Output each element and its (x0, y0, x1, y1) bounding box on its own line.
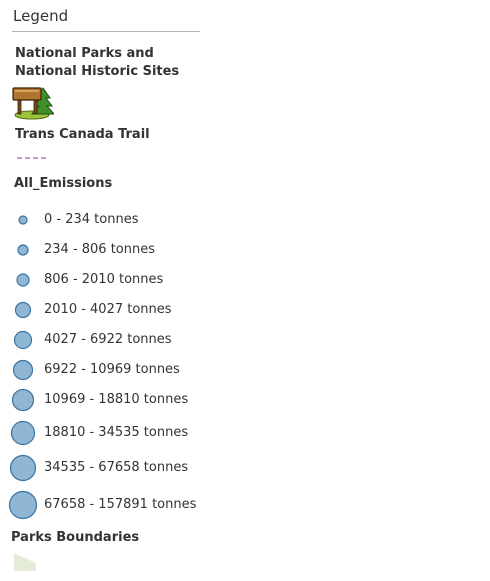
emissions-circle-symbol (8, 385, 38, 415)
emissions-class-row: 6922 - 10969 tonnes (0, 355, 300, 385)
emissions-class-label: 34535 - 67658 tonnes (44, 460, 188, 475)
emissions-class-row: 806 - 2010 tonnes (0, 265, 300, 295)
emissions-class-row: 0 - 234 tonnes (0, 205, 300, 235)
emissions-class-label: 18810 - 34535 tonnes (44, 425, 188, 440)
emissions-class-row: 34535 - 67658 tonnes (0, 453, 300, 483)
emissions-circle-symbol (8, 418, 38, 448)
emissions-circle-symbol (8, 490, 38, 520)
emissions-class-row: 2010 - 4027 tonnes (0, 295, 300, 325)
emissions-class-label: 67658 - 157891 tonnes (44, 497, 196, 512)
emissions-class-label: 6922 - 10969 tonnes (44, 362, 180, 377)
layer-title-all-emissions: All_Emissions (14, 175, 112, 193)
emissions-class-label: 4027 - 6922 tonnes (44, 332, 172, 347)
emissions-class-label: 2010 - 4027 tonnes (44, 302, 172, 317)
emissions-class-row: 18810 - 34535 tonnes (0, 418, 300, 448)
layer-title-trans-canada-trail: Trans Canada Trail (15, 126, 150, 144)
emissions-class-label: 234 - 806 tonnes (44, 242, 155, 257)
emissions-circle-symbol (8, 235, 38, 265)
park-sign-tree-icon (12, 82, 54, 120)
emissions-circle-symbol (8, 295, 38, 325)
legend-divider (12, 31, 200, 32)
emissions-circle-symbol (8, 325, 38, 355)
emissions-class-label: 10969 - 18810 tonnes (44, 392, 188, 407)
emissions-class-row: 67658 - 157891 tonnes (0, 490, 300, 520)
trail-line-symbol (17, 157, 49, 159)
emissions-class-label: 806 - 2010 tonnes (44, 272, 163, 287)
emissions-class-label: 0 - 234 tonnes (44, 212, 138, 227)
emissions-circle-symbol (8, 453, 38, 483)
legend-title: Legend (13, 7, 68, 25)
emissions-class-row: 10969 - 18810 tonnes (0, 385, 300, 415)
emissions-circle-symbol (8, 205, 38, 235)
emissions-class-row: 4027 - 6922 tonnes (0, 325, 300, 355)
layer-title-parks-boundaries: Parks Boundaries (11, 529, 139, 547)
emissions-circle-symbol (8, 265, 38, 295)
layer-title-national-parks: National Parks and National Historic Sit… (15, 45, 205, 81)
emissions-circle-symbol (8, 355, 38, 385)
emissions-class-row: 234 - 806 tonnes (0, 235, 300, 265)
parks-boundary-swatch (14, 553, 36, 571)
